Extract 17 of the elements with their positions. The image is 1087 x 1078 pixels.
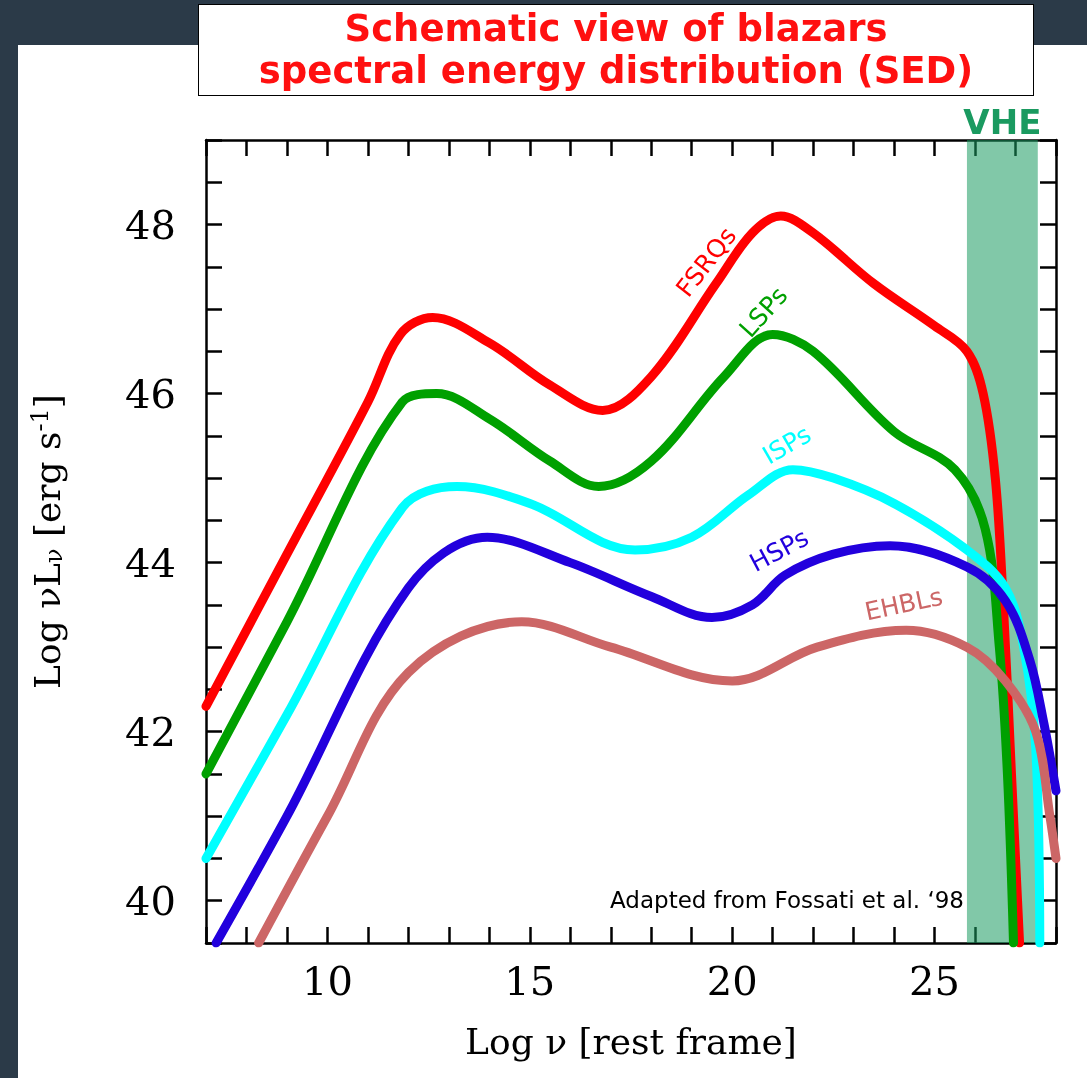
x-tick-label: 25 [909,958,961,1004]
x-tick-label: 15 [504,958,556,1004]
y-tick-label: 42 [125,708,176,755]
x-axis-title: Log ν [rest frame] [465,1020,797,1062]
text: HSPs [744,522,814,578]
text: EHBLs [862,581,946,627]
band-label: VHE [963,102,1042,142]
x-tick-label: 10 [301,958,353,1004]
chart-title: Schematic view of blazars spectral energy distribution (SED) [198,4,1034,96]
y-tick-label: 46 [125,370,176,417]
y-tick-label: 48 [125,201,176,248]
annotation: Adapted from Fossati et al. ‘98 [610,886,965,913]
x-tick-label: 20 [706,958,758,1004]
y-tick-label: 44 [125,539,176,586]
y-axis-title: Log νLν [erg s-1] [26,394,68,689]
y-tick-label: 40 [125,877,176,924]
text: ISPs [757,419,816,471]
